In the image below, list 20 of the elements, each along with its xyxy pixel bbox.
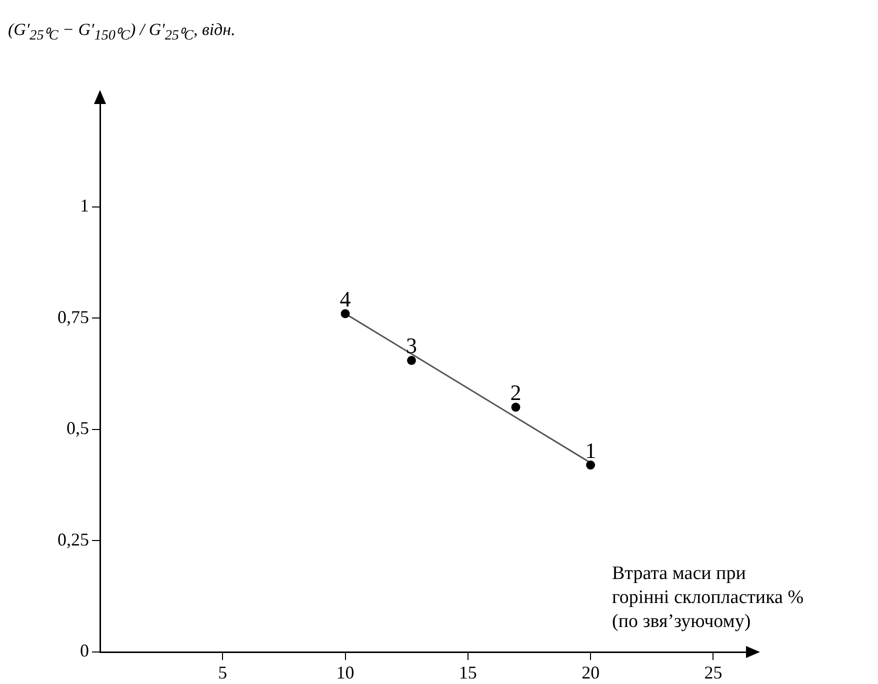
y-tick-label: 1 bbox=[80, 196, 89, 216]
point bbox=[407, 356, 416, 365]
point bbox=[586, 460, 596, 470]
x-tick-label: 10 bbox=[336, 662, 354, 683]
annotation: 1 bbox=[585, 438, 596, 463]
x-tick-label: 25 bbox=[704, 662, 722, 683]
annotation: 2 bbox=[510, 380, 522, 405]
x-tick-label: 20 bbox=[582, 662, 600, 683]
x-tick-label: 15 bbox=[458, 662, 477, 683]
y-tick-label: 0 bbox=[80, 640, 89, 661]
point bbox=[340, 309, 350, 318]
y-tick-label: 0,5 bbox=[66, 418, 89, 438]
y-tick-label: 0,75 bbox=[58, 306, 89, 327]
annotation: 4 bbox=[340, 286, 351, 312]
point bbox=[511, 402, 520, 412]
x-tick-label: 5 bbox=[218, 662, 228, 683]
y-axis-title: (G′$_{25⁰C}$ − G′$_{150⁰C}$) / G′$_{25⁰C}$, відн. bbox=[8, 20, 236, 44]
x-axis-title: Втрата маси при горінні склопластика % (по звя’зуючому) bbox=[612, 562, 804, 634]
y-tick-label: 0,25 bbox=[58, 529, 89, 550]
annotation: 3 bbox=[406, 333, 418, 358]
